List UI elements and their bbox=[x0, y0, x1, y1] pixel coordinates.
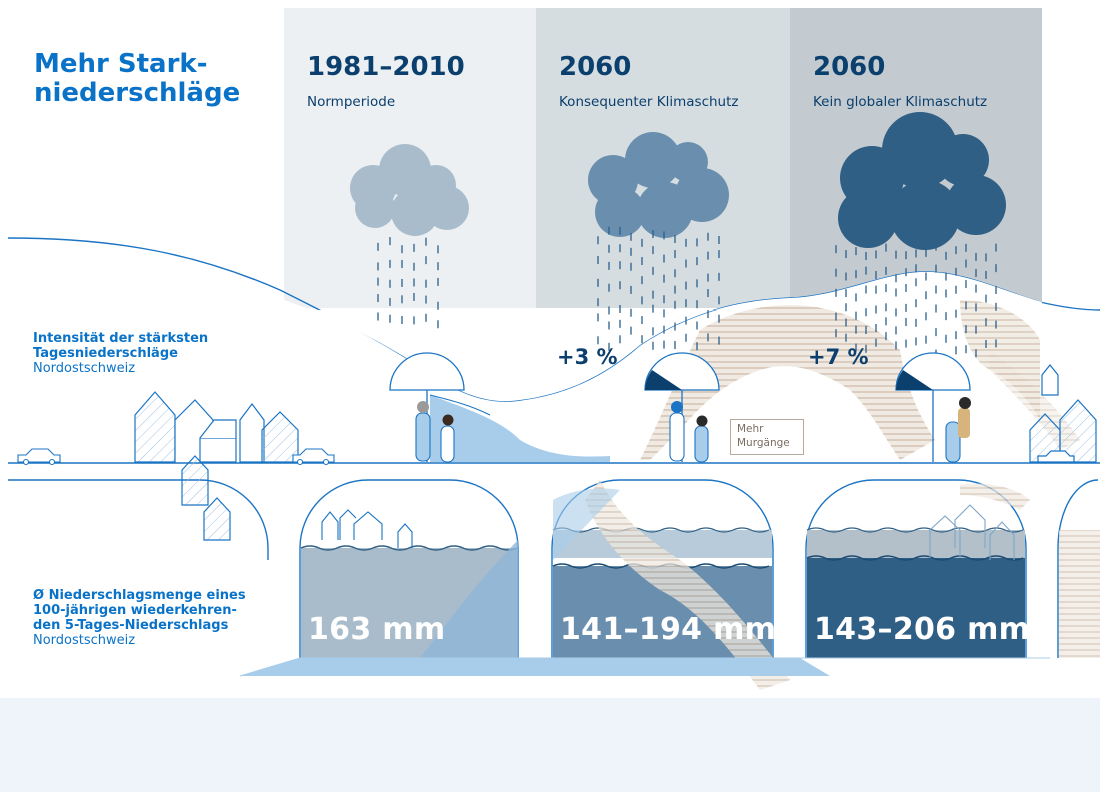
cloud-no-climate-protection bbox=[838, 112, 1006, 250]
period-year-3: 2060 bbox=[813, 52, 886, 82]
mudflow-callout: Mehr Murgänge bbox=[730, 419, 804, 455]
amount-climate-protection: 141–194 mm bbox=[560, 612, 777, 647]
amount-label-line2: 100-jährigen wiederkehren- bbox=[33, 603, 237, 618]
umbrella-no-climate-protection bbox=[895, 352, 971, 462]
amount-normperiode: 163 mm bbox=[308, 612, 446, 647]
intensity-change-no-climate-protection: +7 % bbox=[808, 345, 869, 369]
main-title-line1: Mehr Stark- bbox=[34, 49, 208, 79]
callout-line1: Mehr bbox=[737, 423, 764, 435]
main-title: Mehr Stark- niederschläge bbox=[34, 50, 240, 108]
cloud-climate-protection bbox=[588, 132, 729, 238]
people-no-climate-protection bbox=[945, 397, 971, 463]
amount-no-climate-protection: 143–206 mm bbox=[814, 612, 1031, 647]
rain-normperiode bbox=[377, 237, 439, 329]
rain-climate-protection bbox=[597, 226, 720, 351]
umbrella-climate-protection bbox=[644, 352, 720, 462]
people-climate-protection bbox=[669, 401, 709, 463]
amount-label-region: Nordostschweiz bbox=[33, 633, 136, 648]
intensity-change-climate-protection: +3 % bbox=[557, 345, 618, 369]
arch-outlines bbox=[8, 479, 1099, 658]
intensity-label: Intensität der stärksten Tagesniederschl… bbox=[33, 331, 273, 376]
period-subtitle-3: Kein globaler Klimaschutz bbox=[813, 94, 988, 110]
river bbox=[430, 395, 610, 462]
period-year-1: 1981–2010 bbox=[307, 52, 465, 82]
period-subtitle-1: Normperiode bbox=[307, 94, 396, 110]
village-right bbox=[1029, 364, 1097, 463]
people-normperiode bbox=[415, 401, 455, 463]
callout-line2: Murgänge bbox=[737, 437, 790, 449]
bottom-water-band bbox=[240, 658, 830, 676]
amount-label-line1: Ø Niederschlagsmenge eines bbox=[33, 588, 246, 603]
bottom-panel bbox=[0, 698, 1100, 792]
amount-label: Ø Niederschlagsmenge eines 100-jährigen … bbox=[33, 588, 303, 648]
car-middle bbox=[292, 448, 335, 466]
intensity-label-region: Nordostschweiz bbox=[33, 361, 136, 376]
rain-no-climate-protection bbox=[835, 242, 997, 358]
period-subtitle-2: Konsequenter Klimaschutz bbox=[559, 94, 739, 110]
mudflow-streak bbox=[640, 305, 935, 460]
intensity-label-line1: Intensität der stärksten bbox=[33, 331, 209, 346]
village-left bbox=[134, 391, 299, 463]
amount-label-line3: den 5-Tages-Niederschlags bbox=[33, 618, 229, 633]
intensity-label-line2: Tagesniederschläge bbox=[33, 346, 178, 361]
illustration-scene bbox=[7, 112, 1100, 690]
main-title-line2: niederschläge bbox=[34, 78, 241, 108]
car-left bbox=[17, 448, 61, 466]
cloud-normperiode bbox=[350, 144, 469, 236]
period-year-2: 2060 bbox=[559, 52, 632, 82]
tank-fill-no-climate-protection bbox=[807, 558, 1025, 658]
